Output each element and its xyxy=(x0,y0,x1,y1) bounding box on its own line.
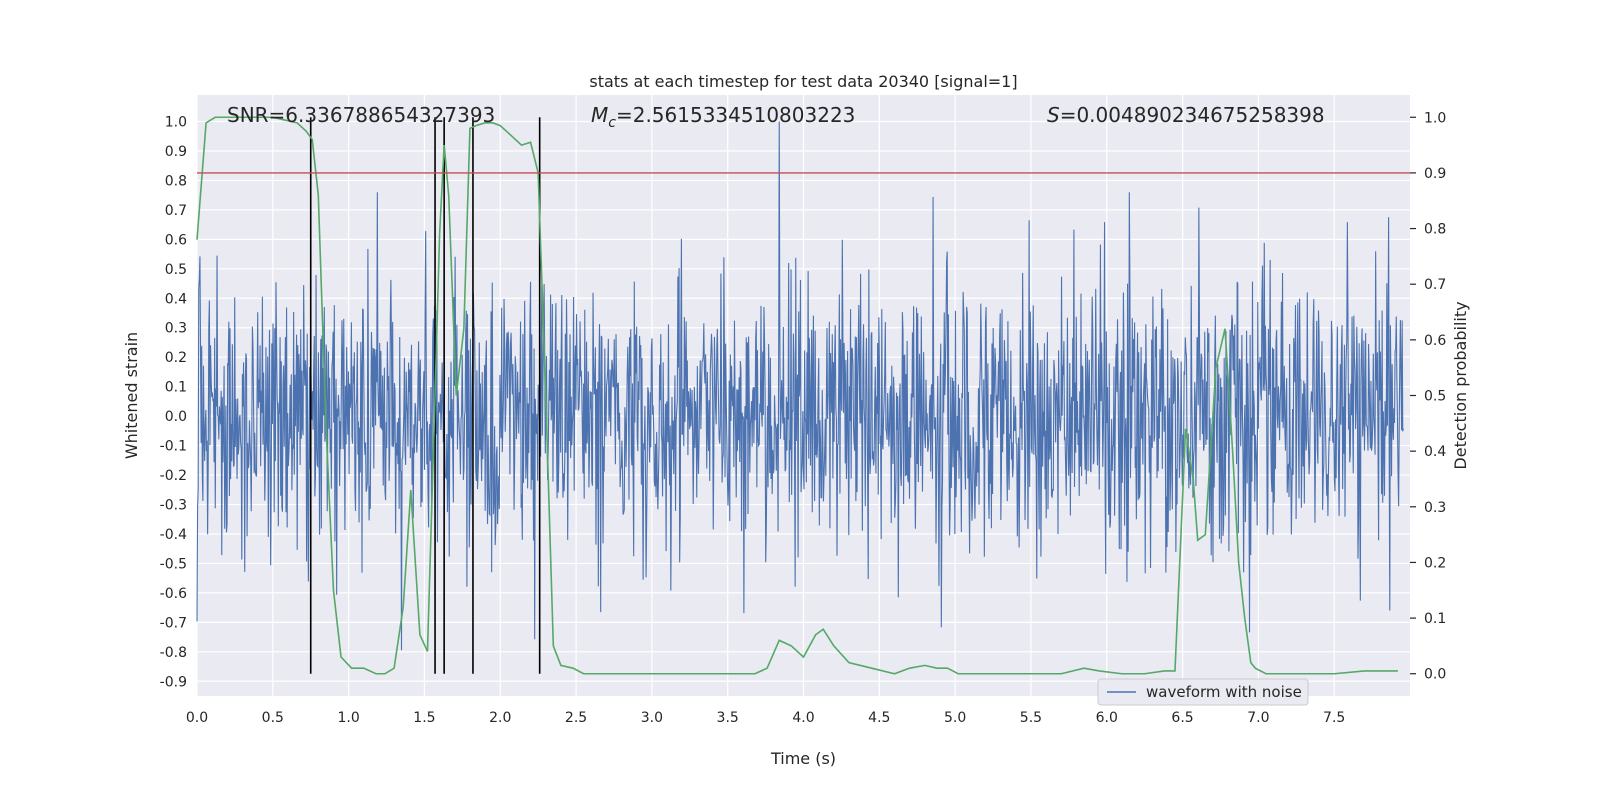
y2-tick-label: 0.0 xyxy=(1424,667,1446,683)
x-tick-label: 7.0 xyxy=(1247,710,1269,726)
y-tick-label: -0.7 xyxy=(160,615,187,631)
y-tick-label: -0.5 xyxy=(160,556,187,572)
legend: waveform with noise xyxy=(1097,678,1309,706)
y-tick-label: -0.8 xyxy=(160,645,187,661)
x-tick-label: 2.5 xyxy=(565,710,587,726)
x-tick-label: 6.5 xyxy=(1171,710,1193,726)
y-axis-right: 1.0 0.9 0.8 0.7 0.6 0.5 0.4 0.3 0.2 0.1 0.0 xyxy=(1410,110,1446,683)
y2-tick-label: 0.2 xyxy=(1424,555,1446,571)
waveform-series xyxy=(196,121,1404,651)
y-tick-label: 0.7 xyxy=(165,203,187,219)
y-tick-label: 0.6 xyxy=(165,232,187,248)
event-lines xyxy=(309,117,541,674)
y2-tick-label: 0.5 xyxy=(1424,389,1446,405)
y2-tick-label: 0.8 xyxy=(1424,222,1446,238)
y2-tick-label: 0.6 xyxy=(1424,333,1446,349)
y-tick-label: -0.9 xyxy=(160,674,187,690)
x-tick-label: 3.5 xyxy=(717,710,739,726)
y-tick-label: -0.6 xyxy=(160,586,187,602)
s-annotation: S=0.004890234675258398 xyxy=(1047,103,1325,127)
y-axis-left: 1.0 0.9 0.8 0.7 0.6 0.5 0.4 0.3 0.2 0.1 0.0 -0.1 -0.… xyxy=(160,115,187,691)
x-tick-label: 2.0 xyxy=(489,710,511,726)
y2-tick-label: 0.7 xyxy=(1424,277,1446,293)
y2-tick-label: 1.0 xyxy=(1424,110,1446,126)
x-tick-label: 3.0 xyxy=(641,710,663,726)
x-tick-label: 7.5 xyxy=(1323,710,1345,726)
y-tick-label: -0.4 xyxy=(160,527,187,543)
waveform-path xyxy=(196,121,1404,651)
y-axis-label: Whitened strain xyxy=(122,332,141,459)
y-tick-label: 0.5 xyxy=(165,262,187,278)
y-tick-label: -0.1 xyxy=(160,439,187,455)
legend-box xyxy=(1097,678,1309,706)
s-symbol: S xyxy=(1047,103,1060,127)
chirp-mass-subscript: c xyxy=(608,115,616,131)
x-tick-label: 0.5 xyxy=(262,710,284,726)
y-tick-label: -0.3 xyxy=(160,498,187,514)
y2-tick-label: 0.4 xyxy=(1424,444,1446,460)
y-tick-label: 0.0 xyxy=(165,409,187,425)
x-tick-label: 5.0 xyxy=(944,710,966,726)
y-tick-label: 0.8 xyxy=(165,173,187,189)
snr-annotation: SNR=6.336788654327393 xyxy=(227,103,495,127)
y-tick-label: 0.3 xyxy=(165,321,187,337)
x-tick-label: 4.5 xyxy=(868,710,890,726)
y2-tick-label: 0.3 xyxy=(1424,500,1446,516)
probability-series xyxy=(196,116,1398,675)
y2-tick-label: 0.1 xyxy=(1424,611,1446,627)
probability-path xyxy=(196,116,1398,675)
s-value: =0.004890234675258398 xyxy=(1060,103,1325,127)
legend-label: waveform with noise xyxy=(1146,683,1302,701)
chirp-mass-symbol: M xyxy=(591,103,608,127)
y-tick-label: 0.1 xyxy=(165,380,187,396)
x-tick-label: 4.0 xyxy=(792,710,814,726)
x-tick-label: 0.0 xyxy=(186,710,208,726)
chirp-mass-annotation: Mc=2.5615334510803223 xyxy=(591,103,855,131)
chirp-mass-value: =2.5615334510803223 xyxy=(616,103,855,127)
x-tick-label: 1.5 xyxy=(413,710,435,726)
x-axis: 0.0 0.5 1.0 1.5 2.0 2.5 3.0 3.5 4.0 4.5 5.0 5.5 6.0 6… xyxy=(186,710,1345,726)
chart-title: stats at each timestep for test data 203… xyxy=(589,72,1017,91)
x-tick-label: 5.5 xyxy=(1020,710,1042,726)
y2-tick-label: 0.9 xyxy=(1424,166,1446,182)
y-tick-label: 0.4 xyxy=(165,291,187,307)
y-tick-label: 0.2 xyxy=(165,350,187,366)
x-tick-label: 1.0 xyxy=(337,710,359,726)
y-tick-label: -0.2 xyxy=(160,468,187,484)
x-axis-label: Time (s) xyxy=(770,749,836,768)
x-tick-label: 6.0 xyxy=(1096,710,1118,726)
y-tick-label: 1.0 xyxy=(165,115,187,131)
y2-axis-label: Detection probability xyxy=(1451,301,1470,469)
y-tick-label: 0.9 xyxy=(165,144,187,160)
